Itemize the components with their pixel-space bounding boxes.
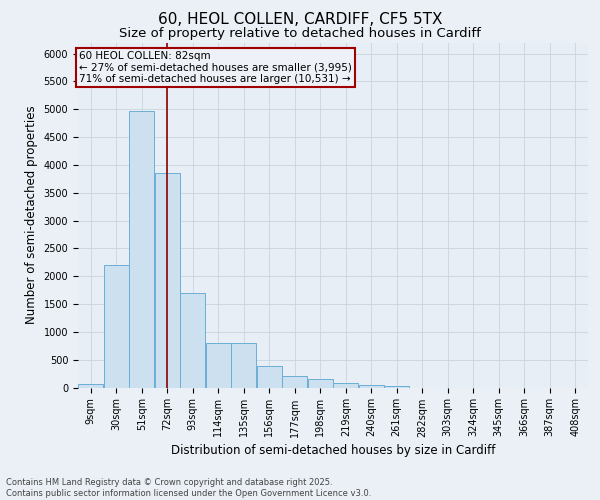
Bar <box>155 174 179 388</box>
Bar <box>283 376 307 388</box>
Bar <box>359 384 383 388</box>
Bar <box>181 293 205 388</box>
Bar <box>104 265 128 388</box>
Bar <box>257 366 281 388</box>
Bar <box>232 343 256 388</box>
Bar <box>385 386 409 388</box>
Text: Contains HM Land Registry data © Crown copyright and database right 2025.
Contai: Contains HM Land Registry data © Crown c… <box>6 478 371 498</box>
Text: 60 HEOL COLLEN: 82sqm
← 27% of semi-detached houses are smaller (3,995)
71% of s: 60 HEOL COLLEN: 82sqm ← 27% of semi-deta… <box>79 51 352 84</box>
Bar <box>308 379 332 388</box>
Y-axis label: Number of semi-detached properties: Number of semi-detached properties <box>25 106 38 324</box>
Text: 60, HEOL COLLEN, CARDIFF, CF5 5TX: 60, HEOL COLLEN, CARDIFF, CF5 5TX <box>158 12 442 28</box>
Bar <box>206 343 230 388</box>
Bar <box>79 384 103 388</box>
Text: Size of property relative to detached houses in Cardiff: Size of property relative to detached ho… <box>119 28 481 40</box>
Bar <box>334 383 358 388</box>
Bar <box>130 111 154 388</box>
X-axis label: Distribution of semi-detached houses by size in Cardiff: Distribution of semi-detached houses by … <box>171 444 495 456</box>
